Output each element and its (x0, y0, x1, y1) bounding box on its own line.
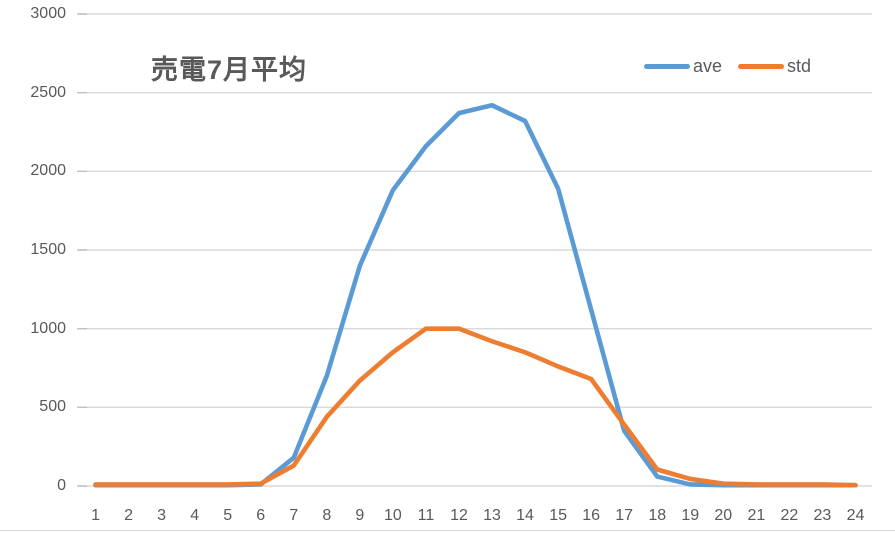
x-axis-label: 6 (256, 507, 266, 524)
x-axis-label: 20 (714, 507, 733, 524)
y-axis-label: 1500 (30, 241, 66, 258)
y-axis-label: 1000 (30, 319, 66, 337)
x-axis-label: 17 (615, 507, 634, 524)
x-axis-label: 9 (355, 507, 365, 524)
x-axis-label: 11 (417, 507, 435, 524)
legend-label-std: std (787, 56, 812, 76)
x-axis-label: 22 (780, 507, 799, 524)
legend-label-ave: ave (693, 56, 723, 76)
y-axis-label: 2500 (30, 83, 66, 101)
x-axis-label: 3 (157, 507, 167, 524)
x-axis-label: 13 (483, 507, 501, 524)
y-axis-label: 500 (39, 398, 66, 416)
series-line-ave (93, 102, 858, 488)
y-axis-label: 2000 (30, 162, 66, 180)
x-axis-label: 10 (383, 507, 402, 524)
x-axis-label: 15 (549, 507, 567, 524)
legend-item-ave[interactable]: ave (644, 57, 722, 75)
legend-swatch-ave (644, 63, 690, 69)
x-axis-label: 12 (450, 507, 468, 524)
x-axis-label: 5 (223, 507, 233, 524)
x-axis-label: 1 (91, 507, 100, 524)
y-axis-label: 0 (57, 477, 66, 494)
x-axis-label: 16 (582, 507, 601, 524)
x-axis-label: 7 (289, 507, 299, 524)
chart-border-bottom (0, 530, 895, 531)
x-axis-label: 19 (681, 507, 700, 524)
x-axis-label: 4 (190, 507, 200, 524)
x-axis-label: 14 (516, 507, 534, 524)
x-axis-label: 21 (747, 507, 766, 524)
x-axis-label: 8 (322, 507, 332, 524)
legend-swatch-std (738, 63, 785, 69)
legend-item-std[interactable]: std (738, 57, 811, 75)
x-axis-label: 18 (648, 507, 667, 524)
chart-title: 売電7月平均 (151, 55, 308, 85)
x-axis-label: 23 (813, 507, 832, 524)
series-line-std (93, 326, 858, 488)
x-axis-label: 24 (846, 507, 865, 524)
x-axis-label: 2 (124, 507, 134, 524)
y-axis-label: 3000 (30, 5, 66, 22)
legend: ave std (644, 57, 811, 75)
